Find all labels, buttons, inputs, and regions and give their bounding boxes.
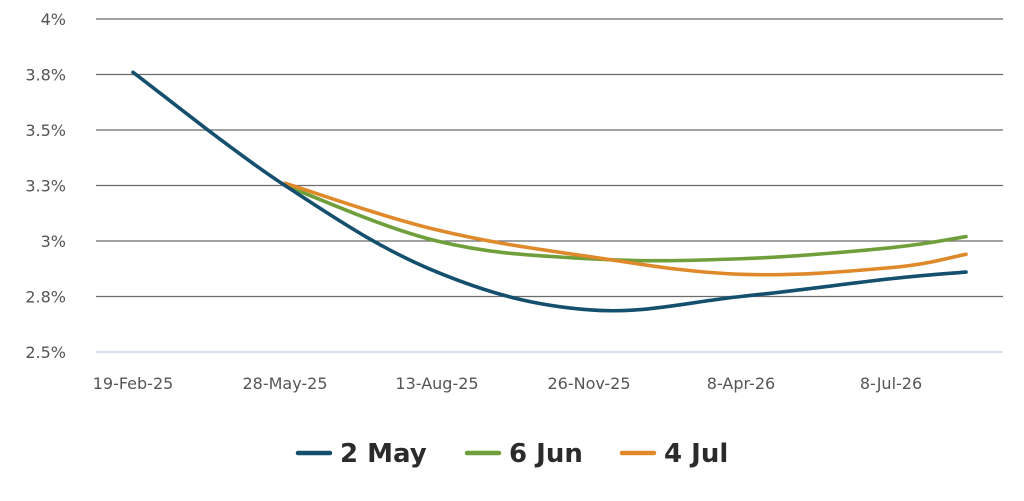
legend-item-4-jul: 4 Jul [619,439,728,469]
x-tick-label: 8-Jul-26 [860,374,922,393]
x-tick-label: 28-May-25 [242,374,327,393]
y-tick-label: 3% [41,232,66,251]
series-lines [131,70,968,313]
grid [96,18,1003,353]
legend-label: 2 May [340,439,427,469]
x-tick-label: 13-Aug-25 [395,374,478,393]
legend-item-6-jun: 6 Jun [464,439,583,469]
series-line-6-jun [283,183,968,263]
series-line-2-may [131,70,968,313]
legend-label: 6 Jun [509,439,583,469]
x-tick-label: 8-Apr-26 [707,374,775,393]
x-tick-label: 19-Feb-25 [93,374,174,393]
legend-label: 4 Jul [664,439,728,469]
legend: 2 May 6 Jun 4 Jul [295,439,728,469]
series-line-4-jul [283,181,968,277]
y-tick-label: 2.8% [25,288,66,307]
x-axis-ticks: 19-Feb-25 28-May-25 13-Aug-25 26-Nov-25 8-Ap… [93,374,922,393]
y-tick-label: 2.5% [25,343,66,362]
y-tick-label: 3.8% [25,66,66,85]
legend-item-2-may: 2 May [295,439,427,469]
y-tick-label: 3.3% [25,177,66,196]
y-axis-ticks: 2.5% 2.8% 3% 3.3% 3.5% 3.8% 4% [25,10,66,362]
y-tick-label: 3.5% [25,121,66,140]
x-tick-label: 26-Nov-25 [547,374,630,393]
y-tick-label: 4% [41,10,66,29]
